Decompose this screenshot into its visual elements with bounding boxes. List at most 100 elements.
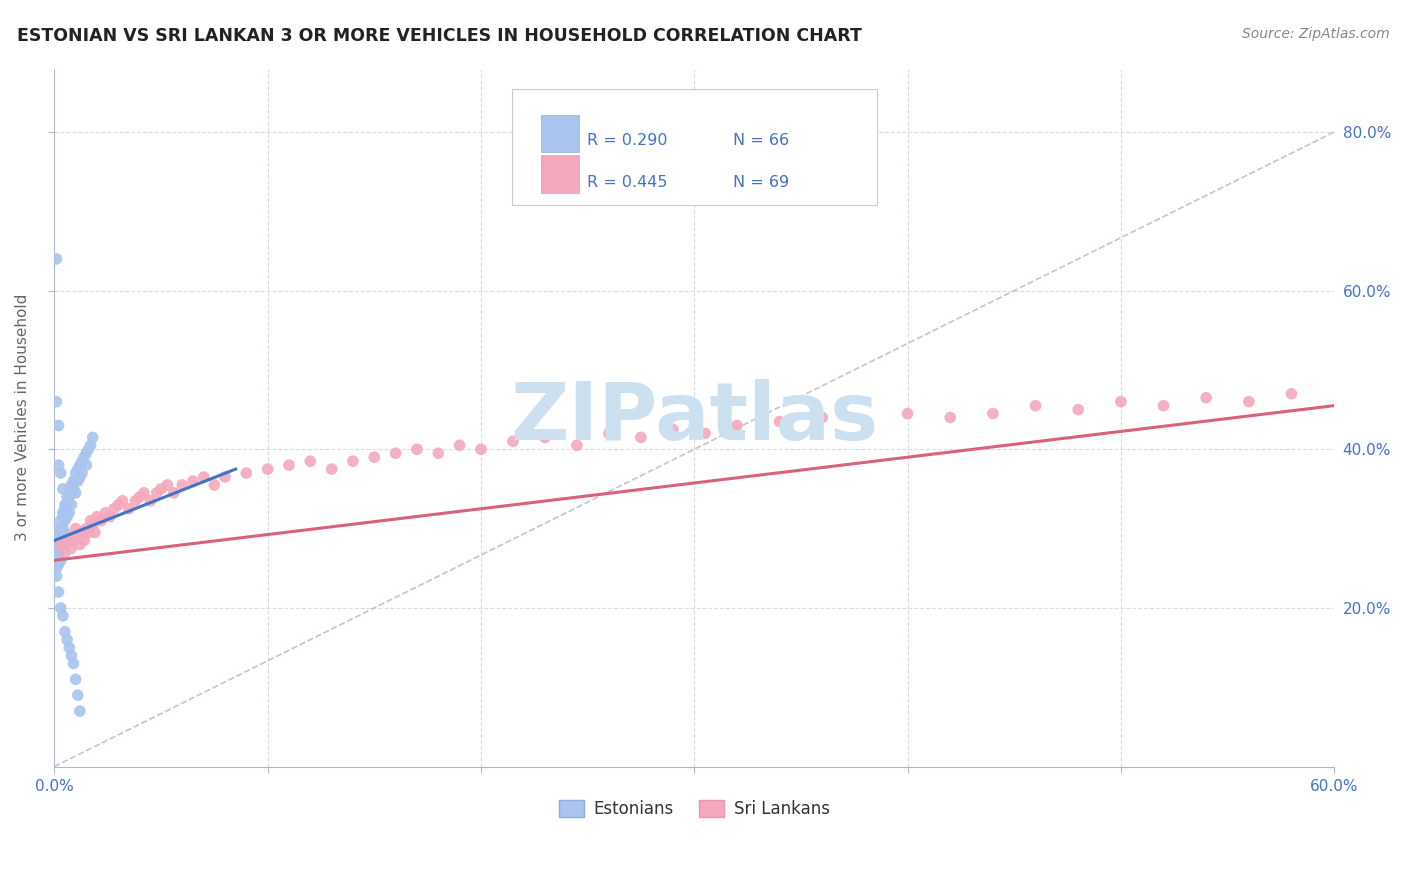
Point xyxy=(79,438,101,452)
Point xyxy=(45,561,67,575)
Point xyxy=(502,434,524,449)
Point xyxy=(48,529,70,543)
Point xyxy=(1153,399,1175,413)
Point xyxy=(278,458,301,472)
Point xyxy=(58,533,80,548)
Point xyxy=(45,252,67,266)
Point xyxy=(53,545,76,559)
Point xyxy=(53,514,76,528)
Point xyxy=(981,407,1004,421)
Point xyxy=(1195,391,1218,405)
Point xyxy=(256,462,278,476)
Point xyxy=(139,493,162,508)
Point xyxy=(60,498,83,512)
Point xyxy=(1109,394,1132,409)
Point xyxy=(82,517,104,532)
Point xyxy=(48,545,70,559)
Point xyxy=(132,486,155,500)
Point xyxy=(56,498,79,512)
Point xyxy=(65,673,87,687)
Point xyxy=(1025,399,1047,413)
Point xyxy=(86,509,108,524)
Point xyxy=(598,426,620,441)
Point xyxy=(66,474,89,488)
Point xyxy=(53,525,76,540)
Point xyxy=(427,446,450,460)
Legend: Estonians, Sri Lankans: Estonians, Sri Lankans xyxy=(553,793,837,824)
Point xyxy=(69,704,91,718)
Point xyxy=(62,474,84,488)
Point xyxy=(65,522,87,536)
Point xyxy=(630,430,652,444)
Point xyxy=(45,394,67,409)
Point xyxy=(534,430,557,444)
Point xyxy=(73,533,96,548)
Point xyxy=(52,608,75,623)
Point xyxy=(1067,402,1090,417)
Point xyxy=(60,648,83,663)
Text: N = 69: N = 69 xyxy=(733,175,789,190)
Point xyxy=(48,418,70,433)
Point xyxy=(470,442,492,457)
Point xyxy=(406,442,429,457)
Text: N = 66: N = 66 xyxy=(733,134,789,148)
Point xyxy=(214,470,236,484)
Point xyxy=(48,522,70,536)
Point xyxy=(449,438,471,452)
Point xyxy=(70,454,93,468)
Point xyxy=(45,569,67,583)
Point xyxy=(75,446,97,460)
Text: R = 0.445: R = 0.445 xyxy=(586,175,668,190)
Point xyxy=(49,522,72,536)
Point xyxy=(103,501,125,516)
Point xyxy=(1281,386,1303,401)
Point xyxy=(52,482,75,496)
Point xyxy=(70,466,93,480)
Point xyxy=(49,525,72,540)
Point xyxy=(45,553,67,567)
Point xyxy=(58,640,80,655)
Point xyxy=(48,549,70,564)
Point xyxy=(49,553,72,567)
Text: ZIPatlas: ZIPatlas xyxy=(510,378,879,457)
Point xyxy=(299,454,322,468)
Text: Source: ZipAtlas.com: Source: ZipAtlas.com xyxy=(1241,27,1389,41)
Point xyxy=(145,486,167,500)
Point xyxy=(66,462,89,476)
Point xyxy=(128,490,150,504)
Point xyxy=(69,470,91,484)
Point xyxy=(53,501,76,516)
Point xyxy=(77,442,100,457)
FancyBboxPatch shape xyxy=(541,114,579,153)
Point xyxy=(49,514,72,528)
Point xyxy=(56,490,79,504)
Point xyxy=(66,688,89,702)
Point xyxy=(48,558,70,572)
Point xyxy=(58,506,80,520)
Point xyxy=(156,478,179,492)
Point xyxy=(693,426,716,441)
Point xyxy=(69,458,91,472)
FancyBboxPatch shape xyxy=(541,155,579,193)
Point xyxy=(60,486,83,500)
Point xyxy=(107,498,129,512)
Point xyxy=(66,529,89,543)
Point xyxy=(384,446,406,460)
Point xyxy=(52,533,75,548)
Point xyxy=(65,474,87,488)
Point xyxy=(60,541,83,556)
Point xyxy=(853,415,876,429)
Point xyxy=(235,466,257,480)
Point xyxy=(73,450,96,465)
Point xyxy=(70,525,93,540)
Point xyxy=(75,458,97,472)
Point xyxy=(49,537,72,551)
Point xyxy=(45,545,67,559)
Point xyxy=(94,506,117,520)
Point xyxy=(58,490,80,504)
Point xyxy=(1237,394,1260,409)
FancyBboxPatch shape xyxy=(513,89,877,204)
Point xyxy=(62,533,84,548)
Point xyxy=(82,430,104,444)
Point xyxy=(53,498,76,512)
